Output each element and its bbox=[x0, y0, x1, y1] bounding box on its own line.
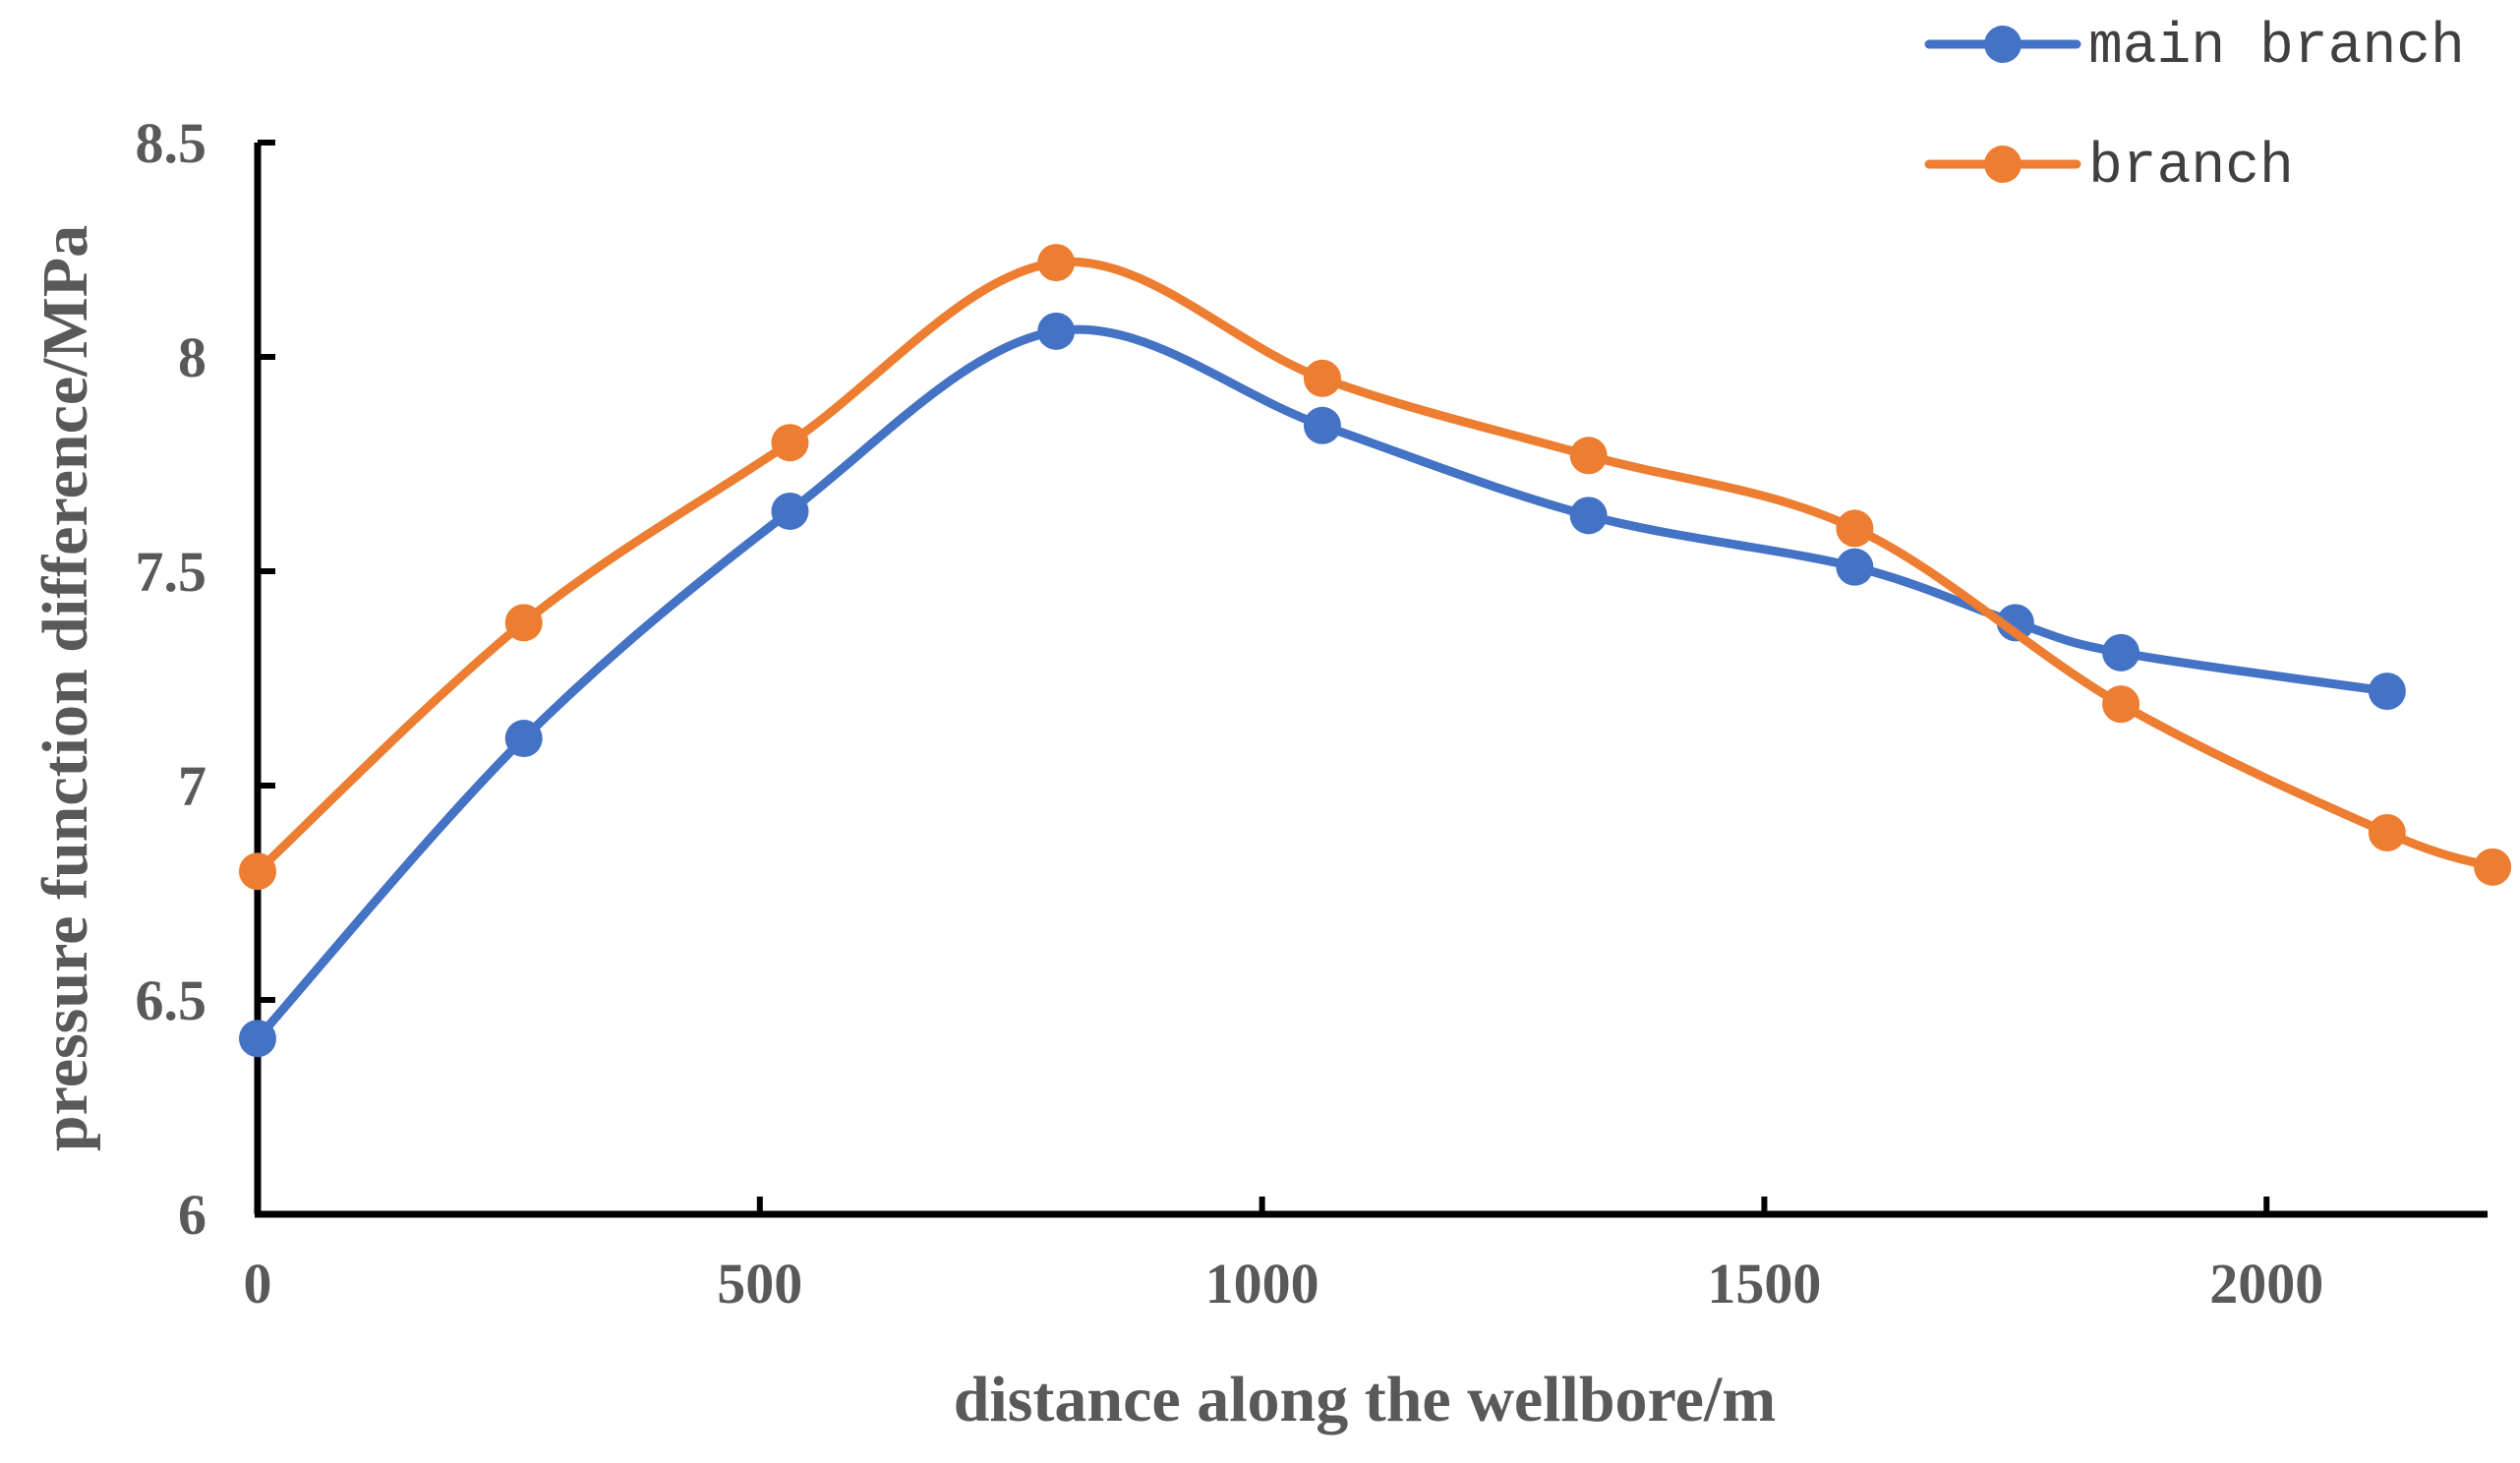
series-layer bbox=[239, 244, 2512, 1058]
data-point-branch bbox=[771, 424, 809, 462]
data-point-branch bbox=[2102, 685, 2140, 724]
data-point-branch bbox=[2474, 848, 2512, 886]
legend: main branch branch bbox=[1924, 16, 2465, 200]
y-tick-label: 8 bbox=[178, 325, 206, 389]
series-line-branch bbox=[253, 257, 2497, 876]
legend-item-main-branch: main branch bbox=[1924, 16, 2465, 80]
y-axis-title: pressure function difference/MPa bbox=[29, 225, 101, 1151]
y-tick-label: 6.5 bbox=[136, 968, 207, 1032]
data-point-branch bbox=[1836, 509, 1874, 548]
x-tick-label: 1500 bbox=[1707, 1252, 1821, 1316]
x-tick-label: 500 bbox=[717, 1252, 802, 1316]
legend-label-branch: branch bbox=[2088, 136, 2294, 200]
axes: 6 6.5 7 7.5 8 8.5 0 500 1000 1500 2000 bbox=[136, 111, 2488, 1316]
x-tick-label: 0 bbox=[244, 1252, 272, 1316]
data-point-main-branch bbox=[2368, 673, 2406, 711]
series-branch bbox=[239, 244, 2512, 891]
data-point-branch bbox=[2368, 813, 2406, 851]
data-point-branch bbox=[239, 852, 276, 891]
data-point-main-branch bbox=[504, 720, 543, 758]
y-tick-label: 7.5 bbox=[136, 540, 207, 604]
y-tick-label: 7 bbox=[178, 754, 206, 818]
x-axis-title: distance along the wellbore/m bbox=[954, 1364, 1777, 1435]
x-tick-label: 2000 bbox=[2209, 1252, 2323, 1316]
data-point-branch bbox=[1037, 244, 1076, 282]
data-point-main-branch bbox=[239, 1020, 276, 1058]
legend-marker-main-branch bbox=[1984, 26, 2022, 63]
y-tick-label: 6 bbox=[178, 1183, 206, 1247]
data-point-main-branch bbox=[1836, 548, 1874, 586]
x-tick-label: 1000 bbox=[1205, 1252, 1319, 1316]
legend-marker-branch bbox=[1984, 146, 2022, 183]
data-point-branch bbox=[1569, 437, 1608, 475]
data-point-main-branch bbox=[771, 492, 809, 530]
legend-item-branch: branch bbox=[1924, 136, 2294, 200]
data-point-main-branch bbox=[1303, 406, 1341, 444]
data-point-branch bbox=[1303, 359, 1341, 397]
data-point-main-branch bbox=[1037, 312, 1076, 350]
data-point-main-branch bbox=[1569, 497, 1608, 535]
legend-label-main-branch: main branch bbox=[2088, 16, 2465, 80]
series-main-branch bbox=[239, 312, 2406, 1058]
data-point-branch bbox=[504, 604, 543, 642]
data-point-main-branch bbox=[1996, 604, 2034, 642]
data-point-main-branch bbox=[2102, 633, 2140, 672]
y-tick-label: 8.5 bbox=[136, 111, 207, 175]
